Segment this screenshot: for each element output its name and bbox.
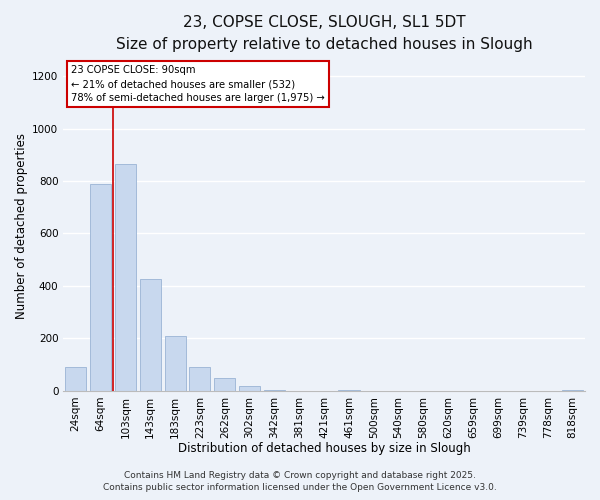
Bar [190,367,211,391]
Bar [65,367,86,391]
Text: Contains HM Land Registry data © Crown copyright and database right 2025.
Contai: Contains HM Land Registry data © Crown c… [103,471,497,492]
Bar [264,390,285,391]
Bar [338,390,359,391]
Text: 23 COPSE CLOSE: 90sqm
← 21% of detached houses are smaller (532)
78% of semi-det: 23 COPSE CLOSE: 90sqm ← 21% of detached … [71,66,325,104]
Bar [140,280,161,391]
Bar [90,184,111,391]
Bar [115,164,136,391]
Title: 23, COPSE CLOSE, SLOUGH, SL1 5DT
Size of property relative to detached houses in: 23, COPSE CLOSE, SLOUGH, SL1 5DT Size of… [116,15,532,52]
Bar [239,386,260,391]
Bar [164,336,185,391]
Bar [214,378,235,391]
X-axis label: Distribution of detached houses by size in Slough: Distribution of detached houses by size … [178,442,470,455]
Bar [562,390,583,391]
Y-axis label: Number of detached properties: Number of detached properties [15,132,28,318]
